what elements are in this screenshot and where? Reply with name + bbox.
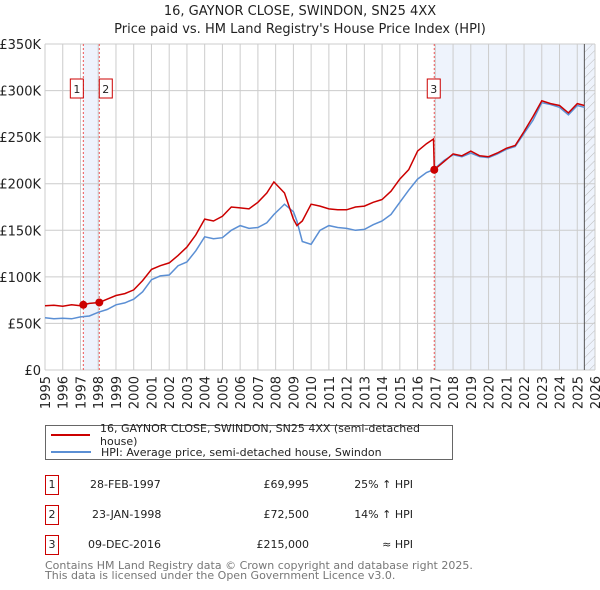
sale-marker-label: 1: [73, 83, 80, 96]
property-price-line: [44, 99, 585, 307]
y-tick-label: £250K: [0, 131, 41, 146]
sale-point: [430, 165, 439, 174]
hpi-line: [44, 101, 585, 320]
x-tick-label: 2008: [270, 376, 285, 409]
x-tick-label: 2009: [287, 376, 302, 409]
x-tick-label: 1996: [57, 376, 72, 409]
sale-point: [79, 300, 88, 309]
chart-subtitle: Price paid vs. HM Land Registry's House …: [114, 22, 486, 37]
sale-period-shading: [83, 44, 100, 370]
sale-hpi-note: 14% ↑ HPI: [354, 508, 413, 521]
x-tick-label: 2020: [483, 376, 498, 409]
x-tick-label: 2017: [429, 376, 444, 409]
sale-number-badge: 1: [45, 475, 59, 495]
x-tick-label: 2001: [145, 376, 160, 409]
x-tick-label: 2014: [376, 376, 391, 409]
x-tick-label: 2002: [163, 376, 178, 409]
x-tick-label: 1999: [110, 376, 125, 409]
x-tick-label: 2006: [234, 376, 249, 409]
x-tick-label: 2015: [394, 376, 409, 409]
sale-marker-label: 3: [430, 83, 437, 96]
projection-hatch: [584, 44, 595, 370]
x-tick-label: 1995: [39, 376, 54, 409]
x-tick-label: 2000: [128, 376, 143, 409]
sale-number-badge: 3: [45, 535, 59, 555]
x-tick-label: 2025: [571, 376, 586, 409]
x-tick-label: 2021: [500, 376, 515, 409]
y-tick-label: £150K: [0, 224, 41, 239]
sale-marker-box: [69, 78, 84, 99]
sale-row: 1 28-FEB-1997 £69,995 25% ↑ HPI: [45, 475, 465, 495]
sale-date: 09-DEC-2016: [88, 538, 162, 551]
sale-price: £215,000: [256, 538, 310, 551]
x-tick-label: 2016: [412, 376, 427, 409]
x-tick-label: 2012: [341, 376, 356, 409]
sale-date: 23-JAN-1998: [92, 508, 162, 521]
sale-marker-box: [98, 78, 113, 99]
chart-title: 16, GAYNOR CLOSE, SWINDON, SN25 4XX: [164, 4, 436, 19]
sale-row: 3 09-DEC-2016 £215,000 ≈ HPI: [45, 535, 465, 555]
sale-price: £72,500: [263, 508, 310, 521]
sale-marker-box: [426, 78, 441, 99]
sale-marker-label: 2: [102, 83, 109, 96]
x-tick-label: 2003: [181, 376, 196, 409]
x-tick-label: 2007: [252, 376, 267, 409]
sale-price: £69,995: [263, 478, 310, 491]
x-tick-label: 2011: [323, 376, 338, 409]
y-tick-label: £50K: [8, 317, 42, 332]
sale-point: [95, 298, 104, 307]
legend-item-property: 16, GAYNOR CLOSE, SWINDON, SN25 4XX (sem…: [46, 422, 452, 448]
legend-swatch-red: [51, 434, 90, 436]
x-tick-label: 2022: [518, 376, 533, 409]
x-tick-label: 2018: [447, 376, 462, 409]
legend-item-hpi: HPI: Average price, semi-detached house,…: [46, 444, 382, 460]
legend: 16, GAYNOR CLOSE, SWINDON, SN25 4XX (sem…: [45, 422, 453, 460]
y-tick-label: £0: [24, 364, 41, 379]
sale-date: 28-FEB-1997: [90, 478, 161, 491]
y-tick-label: £350K: [0, 38, 41, 53]
legend-label: HPI: Average price, semi-detached house,…: [101, 445, 382, 459]
footer-copyright: Contains HM Land Registry data © Crown c…: [45, 559, 473, 572]
y-tick-label: £100K: [0, 271, 41, 286]
sale-number-badge: 2: [45, 505, 59, 525]
y-tick-label: £300K: [0, 85, 41, 100]
sale-period-shading: [434, 44, 595, 370]
sale-row: 2 23-JAN-1998 £72,500 14% ↑ HPI: [45, 505, 465, 525]
x-tick-label: 2023: [536, 376, 551, 409]
x-tick-label: 2010: [305, 376, 320, 409]
x-tick-label: 1998: [92, 376, 107, 409]
sale-hpi-note: 25% ↑ HPI: [354, 478, 413, 491]
x-tick-label: 2019: [465, 376, 480, 409]
legend-label: 16, GAYNOR CLOSE, SWINDON, SN25 4XX (sem…: [100, 422, 420, 448]
x-tick-label: 2004: [199, 376, 214, 409]
price-chart: 16, GAYNOR CLOSE, SWINDON, SN25 4XX Pric…: [0, 4, 600, 409]
x-tick-label: 2013: [358, 376, 373, 409]
x-tick-label: 1997: [74, 376, 89, 409]
footer-licence: This data is licensed under the Open Gov…: [45, 569, 396, 582]
sale-hpi-note: ≈ HPI: [382, 538, 413, 551]
legend-swatch-blue: [51, 451, 91, 453]
y-tick-label: £200K: [0, 178, 41, 193]
x-tick-label: 2024: [554, 376, 569, 409]
x-tick-label: 2005: [216, 376, 231, 409]
x-tick-label: 2026: [589, 376, 600, 409]
